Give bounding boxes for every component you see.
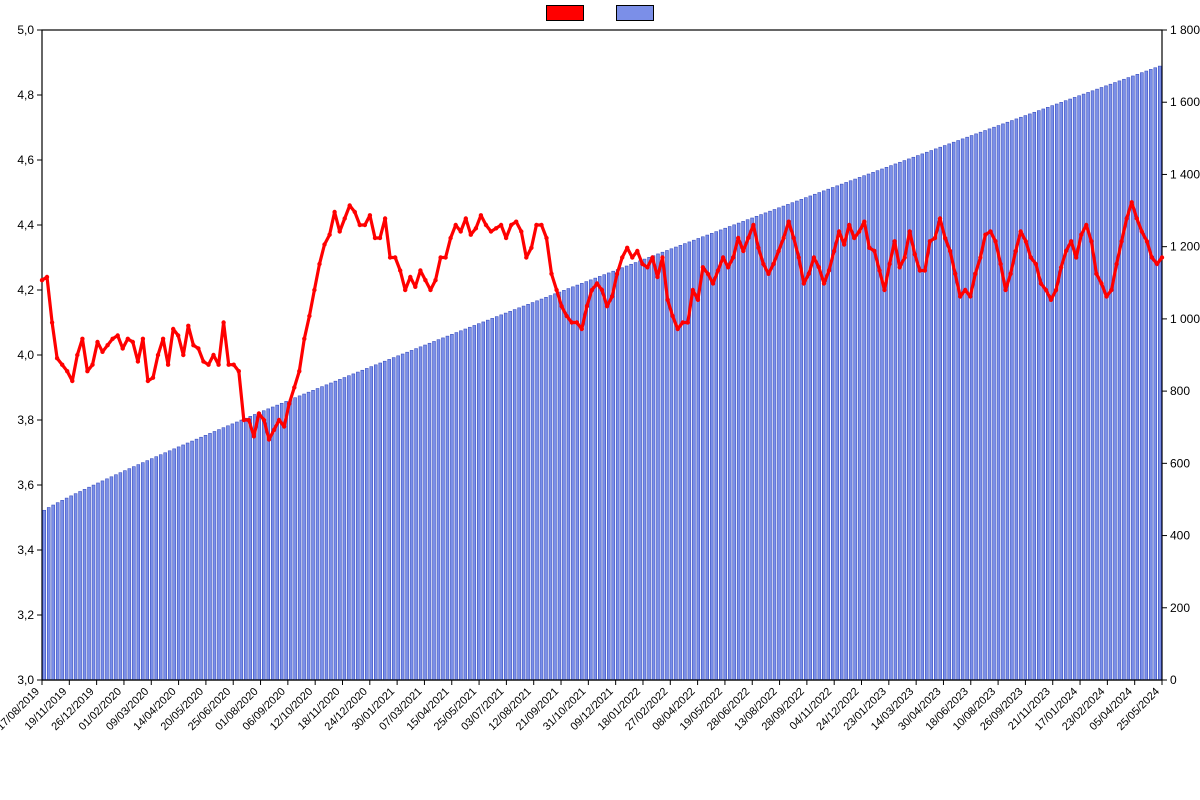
svg-text:0: 0: [1170, 673, 1177, 687]
dual-axis-chart: 3,0 3,2 3,4 3,6 3,8 4,0 4,2 4,4 4,6 4,8 5,0 0 200 400…: [0, 0, 1200, 800]
svg-text:1 200: 1 200: [1170, 240, 1200, 254]
svg-text:5,0: 5,0: [17, 23, 34, 37]
chart-svg: 3,0 3,2 3,4 3,6 3,8 4,0 4,2 4,4 4,6 4,8 5,0 0 200 400…: [0, 0, 1200, 800]
svg-text:600: 600: [1170, 456, 1190, 470]
svg-text:3,8: 3,8: [17, 413, 34, 427]
svg-text:4,8: 4,8: [17, 88, 34, 102]
svg-text:200: 200: [1170, 601, 1190, 615]
svg-text:1 800: 1 800: [1170, 23, 1200, 37]
bars-group: [43, 66, 1161, 680]
svg-text:4,2: 4,2: [17, 283, 34, 297]
svg-text:3,6: 3,6: [17, 478, 34, 492]
legend-swatch-line: [546, 5, 584, 21]
svg-text:1 400: 1 400: [1170, 167, 1200, 181]
svg-text:400: 400: [1170, 529, 1190, 543]
svg-text:4,0: 4,0: [17, 348, 34, 362]
svg-text:800: 800: [1170, 384, 1190, 398]
svg-text:1 000: 1 000: [1170, 312, 1200, 326]
svg-text:4,4: 4,4: [17, 218, 34, 232]
svg-text:3,0: 3,0: [17, 673, 34, 687]
svg-text:1 600: 1 600: [1170, 95, 1200, 109]
legend-swatch-bars: [616, 5, 654, 21]
svg-text:4,6: 4,6: [17, 153, 34, 167]
svg-text:3,4: 3,4: [17, 543, 34, 557]
svg-text:3,2: 3,2: [17, 608, 34, 622]
legend: [0, 4, 1200, 22]
